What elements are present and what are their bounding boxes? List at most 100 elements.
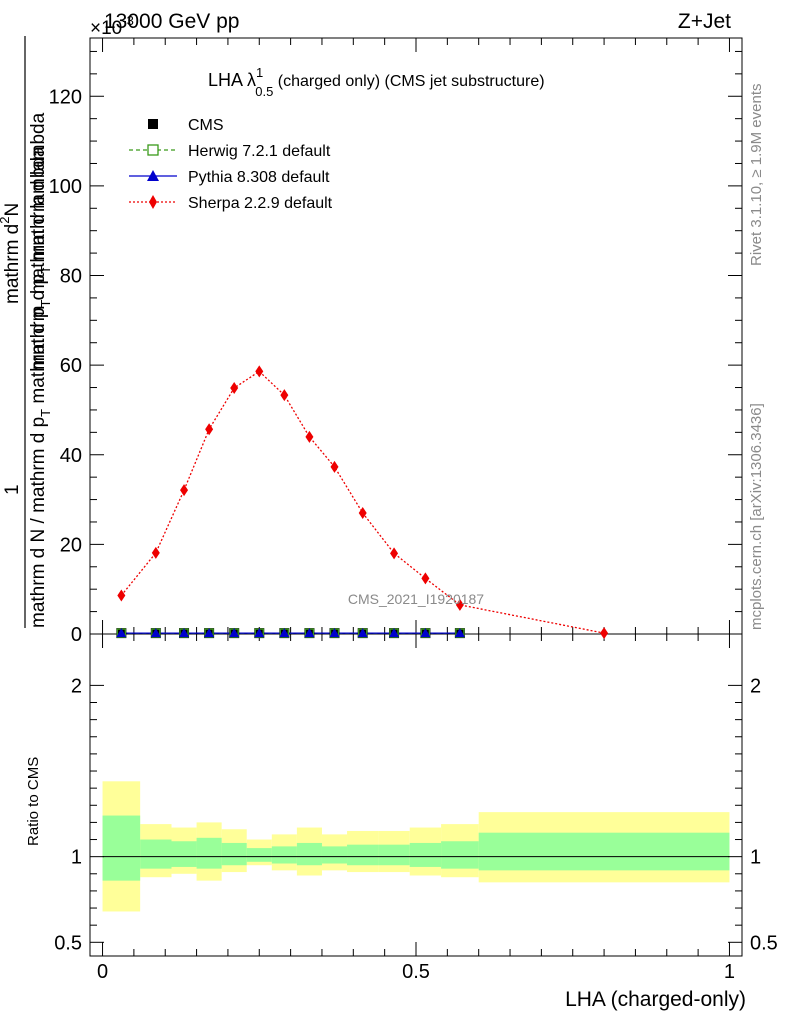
ratio-ytick-label-right: 0.5 [750, 932, 778, 954]
ylabel-numerator-second: mathrm d pT mathrm d lambda [28, 112, 53, 370]
ratio-bands-inner [102, 815, 730, 881]
ratio-band-inner [171, 841, 197, 867]
sherpa-point [205, 423, 214, 436]
pythia-point [179, 628, 190, 638]
title-sub: 0.5 [255, 84, 273, 99]
sherpa-line [120, 370, 605, 634]
title-rest: (charged only) (CMS jet substructure) [273, 73, 544, 90]
main-ytick-label: 0 [71, 624, 82, 646]
ylabel-num-top: mathrm d [2, 224, 23, 304]
sherpa-point [330, 460, 339, 473]
ylabel-num-top-rest: N [2, 203, 23, 217]
ylabel-num-bottom-rest: mathrm d lambda [28, 112, 49, 266]
axis-tick-labels: 0 20 40 60 80 100 120 0 0.5 1 0.5 0.5 1 1 2 2 [49, 86, 778, 983]
ratio-band-inner [321, 846, 348, 864]
legend-marker-herwig [147, 144, 159, 156]
legend-label: Sherpa 2.2.9 default [188, 195, 333, 212]
legend: CMS Herwig 7.2.1 default Pythia 8.308 defa… [129, 117, 333, 212]
title-sup: 1 [256, 65, 263, 80]
ratio-band-inner [196, 837, 222, 869]
ratio-plot-frame [89, 633, 743, 957]
ratio-band-inner [478, 832, 730, 871]
ratio-ytick-label: 2 [71, 675, 82, 697]
sherpa-point [255, 365, 264, 378]
legend-label: CMS [188, 117, 224, 134]
pythia-point [254, 628, 265, 638]
ylabel-den-sub2: T [38, 300, 53, 308]
beam-label: 13000 GeV pp [104, 10, 239, 33]
sherpa-point [180, 484, 189, 497]
sherpa-point [230, 381, 239, 394]
main-ytick-label: 60 [60, 355, 82, 377]
ratio-ytick-label-right: 1 [750, 847, 761, 869]
sherpa-point [358, 507, 367, 520]
ylabel-one: 1 [2, 484, 23, 495]
ratio-band-inner [271, 846, 297, 864]
ratio-ylabel: Ratio to CMS [25, 757, 42, 846]
pythia-point [454, 628, 465, 638]
ratio-ytick-label: 0.5 [54, 932, 82, 954]
ratio-band-inner [246, 848, 272, 862]
ylabel-den-sub: T [38, 409, 53, 417]
main-ytick-label: 20 [60, 534, 82, 556]
legend-label: Pythia 8.308 default [188, 169, 330, 186]
main-ylabel: mathrm d2N mathrm d pT mathrm d lambda 1… [0, 36, 53, 628]
ylabel-den-c: mathrm d lambda [28, 146, 49, 300]
legend-marker-pythia [147, 170, 159, 181]
legend-marker-sherpa [149, 195, 157, 209]
ratio-ytick-label: 1 [71, 847, 82, 869]
ratio-band-inner [296, 842, 322, 866]
legend-marker-cms [148, 119, 158, 129]
sherpa-point [117, 589, 126, 602]
sherpa-point [280, 389, 289, 402]
legend-label: Herwig 7.2.1 default [188, 143, 331, 160]
ratio-band-inner [102, 815, 141, 881]
sherpa-point [305, 430, 314, 443]
pythia-point [357, 628, 368, 638]
pythia-point [279, 628, 290, 638]
axis-ticks [90, 38, 742, 956]
ylabel-numerator: mathrm d2N [0, 203, 23, 304]
sherpa-point [151, 546, 160, 559]
pythia-point [116, 628, 127, 638]
pythia-point [204, 628, 215, 638]
pythia-point [229, 628, 240, 638]
main-ytick-label: 120 [49, 86, 82, 108]
ratio-band-inner [140, 839, 172, 869]
ratio-band-inner [409, 842, 442, 867]
title-main: LHA λ [208, 70, 256, 90]
xtick-label: 0.5 [402, 961, 430, 983]
mcplots-label: mcplots.cern.ch [arXiv:1306.3436] [748, 403, 765, 630]
main-ytick-label: 100 [49, 176, 82, 198]
x-axis-label: LHA (charged-only) [565, 988, 746, 1011]
pythia-point [304, 628, 315, 638]
series-main [116, 365, 609, 640]
main-ytick-label: 80 [60, 266, 82, 288]
pythia-point [420, 628, 431, 638]
main-ytick-label: 40 [60, 445, 82, 467]
pythia-point [389, 628, 400, 638]
ratio-band-inner [221, 842, 247, 866]
rivet-label: Rivet 3.1.10, ≥ 1.9M events [748, 84, 765, 267]
ratio-band-inner [378, 844, 410, 866]
ylabel-den-a: mathrm d N / mathrm d p [28, 417, 49, 628]
sherpa-point [455, 598, 464, 611]
ratio-ytick-label-right: 2 [750, 675, 761, 697]
process-label: Z+Jet [678, 10, 731, 33]
sherpa-point [600, 627, 609, 640]
ylabel-den-b: mathrm d p [28, 308, 49, 409]
ylabel-num-bottom-sub: T [38, 266, 53, 274]
multiplier-exponent: -3 [122, 13, 134, 28]
sherpa-point [390, 547, 399, 560]
ratio-band-inner [347, 844, 379, 866]
ratio-band-inner [441, 841, 479, 869]
ylabel-denominator: mathrm d N / mathrm d pT mathrm d pT mat… [28, 146, 53, 628]
sherpa-point [421, 572, 430, 585]
pythia-point [329, 628, 340, 638]
analysis-watermark: CMS_2021_I1920187 [348, 591, 484, 607]
pythia-point [150, 628, 161, 638]
multiplier-base: ×10 [90, 18, 122, 39]
axis-multiplier: ×10-3 [90, 13, 134, 39]
plot-title: LHA λ1 0.5 (charged only) (CMS jet substr… [208, 65, 545, 99]
